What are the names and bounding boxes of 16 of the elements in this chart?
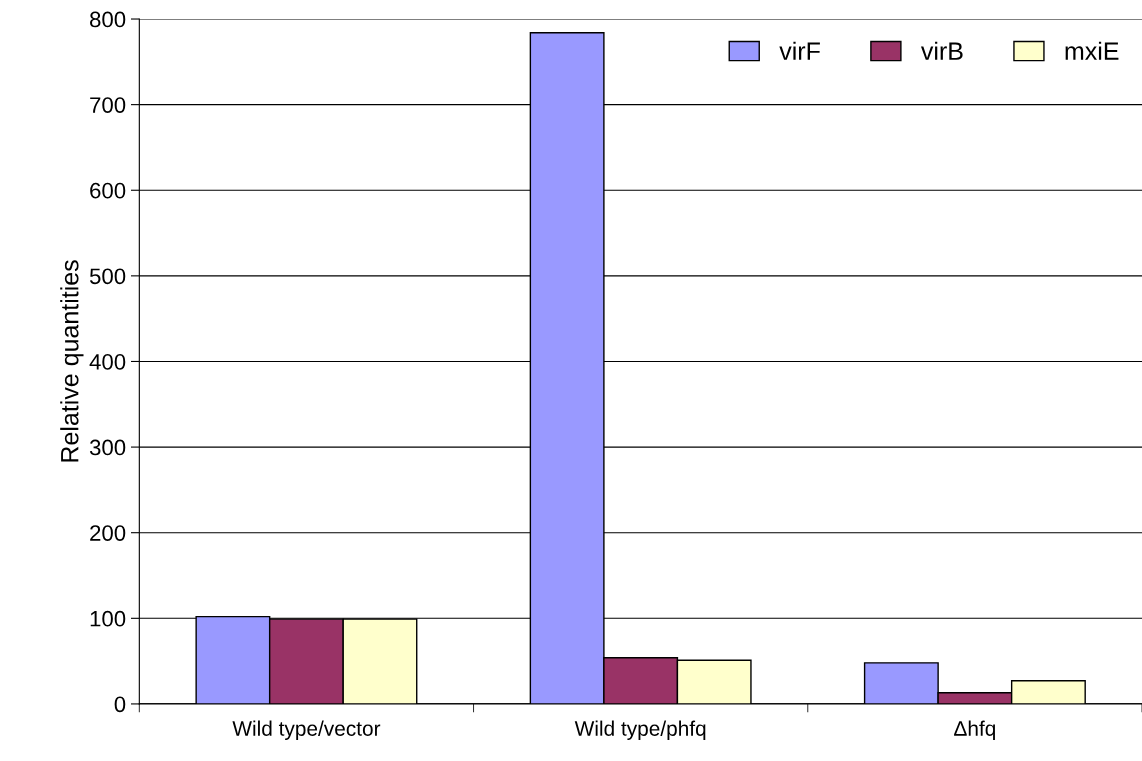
x-tick-label: Wild type/vector bbox=[232, 720, 381, 741]
legend-label: virB bbox=[920, 41, 963, 60]
x-tick-label: Δhfq bbox=[954, 720, 995, 741]
y-tick-label: 500 bbox=[89, 268, 126, 285]
y-tick-label: 300 bbox=[89, 439, 126, 456]
legend-label: virF bbox=[779, 41, 820, 60]
y-tick-label: 400 bbox=[89, 354, 126, 370]
y-tick-label: 0 bbox=[114, 696, 126, 713]
y-tick-label: 600 bbox=[90, 182, 126, 199]
y-tick-label: 800 bbox=[90, 11, 126, 28]
legend-label: mxiE bbox=[1065, 41, 1119, 60]
x-tick-label: Wild type/phfq bbox=[574, 720, 706, 741]
y-tick-label: 200 bbox=[90, 525, 126, 541]
y-tick-label: 700 bbox=[90, 97, 126, 113]
y-axis-title: Relative quantities bbox=[60, 260, 84, 462]
y-tick-label: 100 bbox=[90, 610, 126, 627]
